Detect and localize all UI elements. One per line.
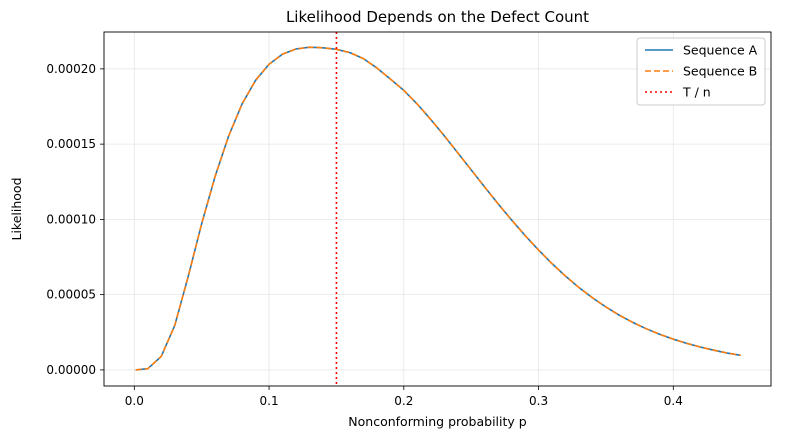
y-tick-label: 0.00015	[46, 137, 96, 151]
legend-label-sequence-b: Sequence B	[683, 64, 757, 79]
y-tick-label: 0.00020	[46, 62, 96, 76]
x-tick-label: 0.3	[529, 394, 548, 408]
legend: Sequence A Sequence B T / n	[636, 37, 766, 106]
y-axis-label: Likelihood	[9, 177, 24, 240]
y-tick-label: 0.00005	[46, 288, 96, 302]
axes-frame	[103, 31, 772, 387]
chart-title: Likelihood Depends on the Defect Count	[286, 8, 589, 26]
x-tick-label: 0.2	[394, 394, 413, 408]
x-tick-label: 0.4	[664, 394, 683, 408]
legend-box	[636, 37, 766, 106]
y-tick-label: 0.00010	[46, 212, 96, 226]
x-axis-label: Nonconforming probability p	[348, 414, 526, 429]
x-tick-label: 0.0	[125, 394, 144, 408]
plot-area	[135, 32, 741, 386]
y-tick-label: 0.00000	[46, 363, 96, 377]
legend-label-t-over-n: T / n	[682, 85, 711, 100]
x-tick-label: 0.1	[260, 394, 279, 408]
series-line-sequence-b	[135, 46, 741, 371]
legend-label-sequence-a: Sequence A	[683, 43, 758, 58]
ticks: 0.0 0.1 0.2 0.3 0.4 0.00000 0.00005 0.00010 0.00…	[46, 62, 682, 408]
